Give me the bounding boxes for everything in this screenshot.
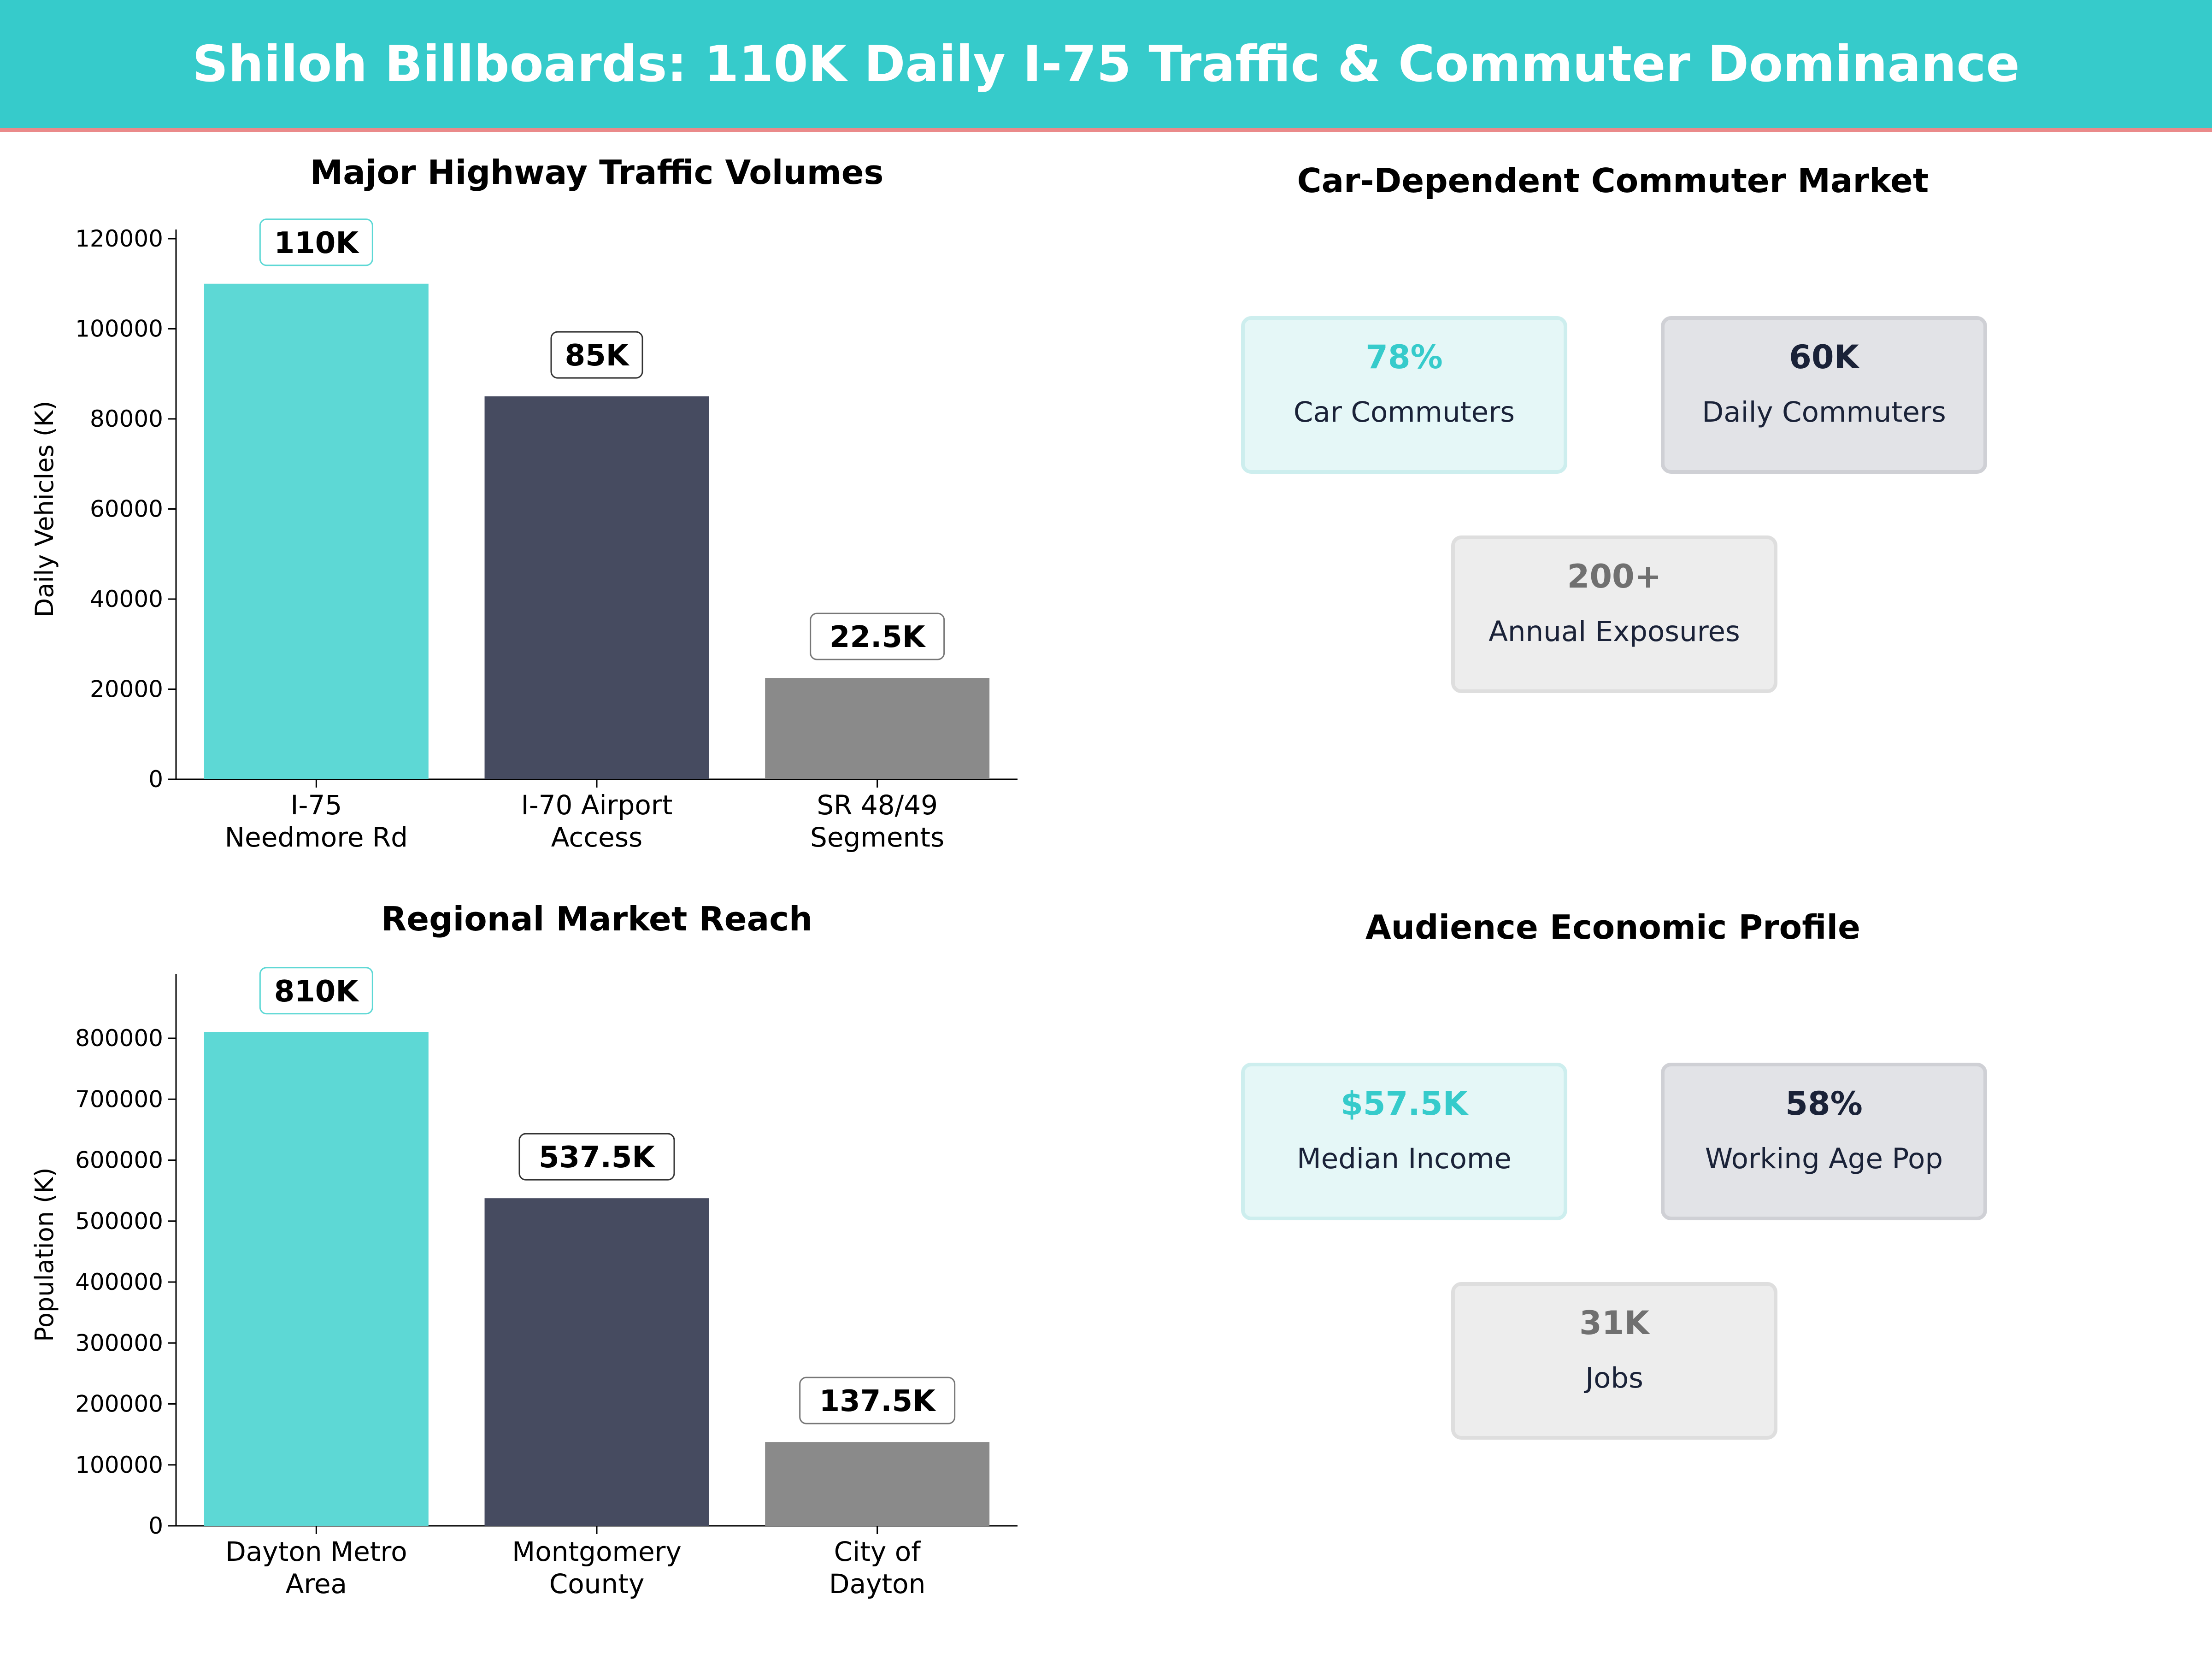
y-tick-label: 500000 bbox=[75, 1208, 163, 1235]
y-tick-label: 120000 bbox=[75, 225, 163, 252]
x-tick-label: County bbox=[549, 1568, 645, 1600]
y-axis-label: Daily Vehicles (K) bbox=[30, 401, 59, 618]
data-label-box bbox=[518, 1133, 675, 1181]
chart-title: Regional Market Reach bbox=[381, 900, 812, 938]
traffic-chart-panel: Major Highway Traffic Volumes Daily Vehic… bbox=[0, 147, 1060, 866]
x-tick-label: Dayton Metro bbox=[225, 1536, 407, 1567]
x-tick-label: Dayton bbox=[829, 1568, 926, 1600]
kpi-label: Car Commuters bbox=[1293, 396, 1515, 429]
x-tick-label: Access bbox=[551, 822, 643, 853]
kpi-card-jobs: 31K Jobs bbox=[1451, 1282, 1777, 1440]
y-tick-label: 0 bbox=[148, 766, 163, 793]
data-label: 137.5K bbox=[819, 1384, 936, 1418]
kpi-card-working-age: 58% Working Age Pop bbox=[1661, 1063, 1987, 1220]
bar bbox=[765, 1442, 990, 1526]
y-tick-label: 800000 bbox=[75, 1025, 163, 1052]
x-tick-label: SR 48/49 bbox=[817, 789, 938, 821]
page-title: Shiloh Billboards: 110K Daily I-75 Traff… bbox=[192, 35, 2020, 93]
y-tick-label: 600000 bbox=[75, 1147, 163, 1174]
x-tick-label: I-75 bbox=[290, 789, 342, 821]
kpi-card-daily-commuters: 60K Daily Commuters bbox=[1661, 316, 1987, 474]
bar bbox=[204, 1032, 429, 1526]
kpi-value: 78% bbox=[1365, 338, 1443, 376]
market-reach-chart: Regional Market Reach Population (K) 0 1000… bbox=[30, 900, 1018, 1600]
data-label-box bbox=[799, 1377, 956, 1424]
kpi-value: 58% bbox=[1785, 1085, 1863, 1123]
y-tick-label: 40000 bbox=[90, 586, 163, 612]
y-tick-label: 20000 bbox=[90, 676, 163, 703]
kpi-card-annual-exposures: 200+ Annual Exposures bbox=[1451, 535, 1777, 693]
kpi-value: 200+ bbox=[1567, 558, 1662, 595]
commuter-panel-title: Car-Dependent Commuter Market bbox=[1297, 161, 1929, 200]
data-label: 537.5K bbox=[539, 1141, 656, 1175]
kpi-value: 60K bbox=[1789, 338, 1859, 376]
y-tick-label: 400000 bbox=[75, 1269, 163, 1295]
x-tick-label: Needmore Rd bbox=[225, 822, 408, 853]
y-tick-label: 80000 bbox=[90, 406, 163, 432]
traffic-volume-chart: Major Highway Traffic Volumes Daily Vehic… bbox=[30, 153, 1018, 853]
data-label: 85K bbox=[565, 339, 630, 373]
header-banner: Shiloh Billboards: 110K Daily I-75 Traff… bbox=[0, 0, 2212, 128]
kpi-value: $57.5K bbox=[1341, 1085, 1468, 1123]
data-label-box bbox=[810, 612, 945, 660]
data-label: 110K bbox=[274, 226, 360, 260]
y-axis-label: Population (K) bbox=[30, 1167, 59, 1341]
kpi-card-car-commuters: 78% Car Commuters bbox=[1241, 316, 1567, 474]
chart-title: Major Highway Traffic Volumes bbox=[310, 153, 884, 192]
bar bbox=[484, 1198, 709, 1526]
market-reach-chart-panel: Regional Market Reach Population (K) 0 1000… bbox=[0, 894, 1060, 1631]
x-tick-label: I-70 Airport bbox=[521, 789, 673, 821]
kpi-label: Annual Exposures bbox=[1488, 615, 1740, 648]
bar bbox=[765, 678, 990, 779]
data-label: 810K bbox=[274, 975, 360, 1009]
data-label-box bbox=[259, 967, 373, 1015]
y-tick-label: 100000 bbox=[75, 316, 163, 342]
kpi-label: Daily Commuters bbox=[1702, 396, 1946, 429]
kpi-card-median-income: $57.5K Median Income bbox=[1241, 1063, 1567, 1220]
y-tick-label: 100000 bbox=[75, 1452, 163, 1478]
kpi-label: Jobs bbox=[1585, 1362, 1643, 1394]
bar bbox=[204, 283, 429, 779]
x-tick-label: Area bbox=[286, 1568, 347, 1600]
x-tick-label: Montgomery bbox=[512, 1536, 682, 1567]
economic-panel-title: Audience Economic Profile bbox=[1365, 908, 1860, 947]
y-tick-label: 60000 bbox=[90, 496, 163, 523]
economic-panel: Audience Economic Profile $57.5K Median … bbox=[1152, 894, 2074, 1493]
commuter-panel: Car-Dependent Commuter Market 78% Car Co… bbox=[1152, 147, 2074, 747]
bar bbox=[484, 396, 709, 779]
data-label-box bbox=[550, 331, 643, 379]
y-tick-label: 0 bbox=[148, 1512, 163, 1539]
y-tick-label: 700000 bbox=[75, 1086, 163, 1112]
header-divider bbox=[0, 128, 2212, 132]
kpi-label: Median Income bbox=[1297, 1142, 1512, 1175]
x-tick-label: City of bbox=[834, 1536, 922, 1567]
data-label: 22.5K bbox=[830, 620, 926, 654]
x-tick-label: Segments bbox=[810, 822, 944, 853]
y-tick-label: 300000 bbox=[75, 1330, 163, 1356]
kpi-value: 31K bbox=[1579, 1304, 1649, 1342]
y-tick-label: 200000 bbox=[75, 1391, 163, 1418]
data-label-box bbox=[259, 218, 373, 266]
kpi-label: Working Age Pop bbox=[1705, 1142, 1943, 1175]
